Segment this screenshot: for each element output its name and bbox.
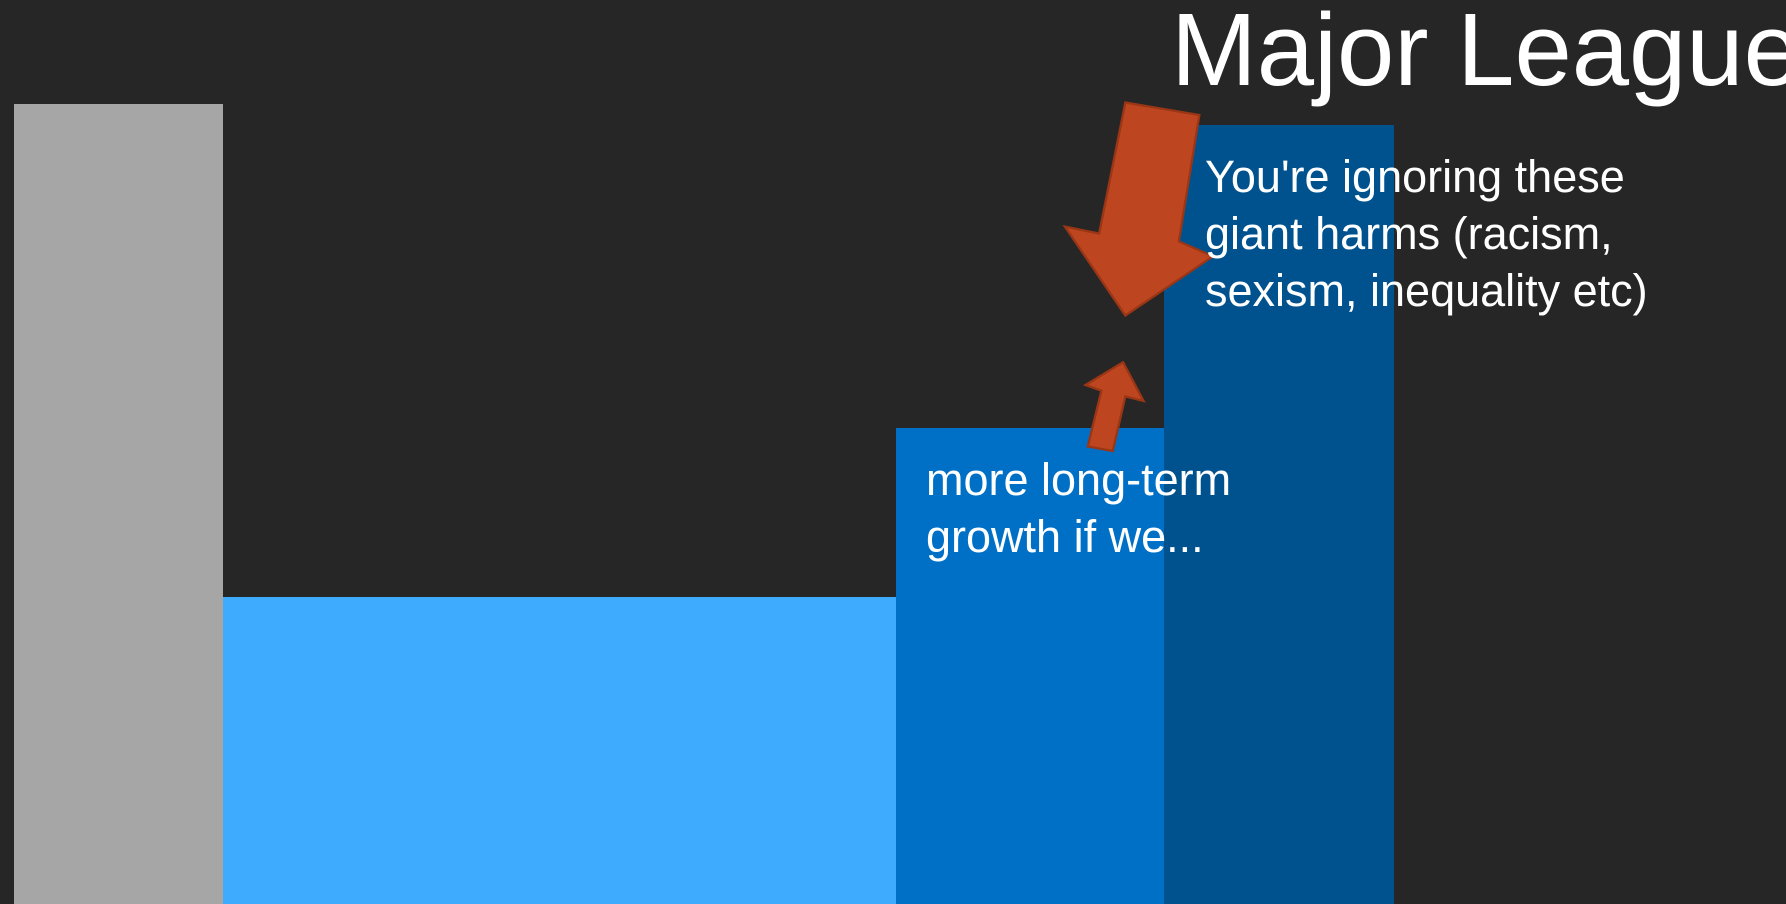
small-arrow: [1082, 360, 1146, 453]
light-blue-block: [223, 597, 896, 904]
callout-line: sexism, inequality etc): [1205, 265, 1648, 316]
callout-growth: more long-term growth if we...: [926, 454, 1231, 562]
callout-line: You're ignoring these: [1205, 151, 1625, 202]
title: Major League: [1171, 0, 1786, 107]
gray-block: [14, 104, 223, 904]
callout-line: more long-term: [926, 454, 1231, 505]
arrows: [1062, 101, 1216, 453]
callout-harms: You're ignoring these giant harms (racis…: [1205, 151, 1648, 316]
big-arrow: [1062, 101, 1216, 318]
callout-line: giant harms (racism,: [1205, 208, 1613, 259]
callout-line: growth if we...: [926, 511, 1204, 562]
mid-blue-block: [896, 428, 1164, 904]
